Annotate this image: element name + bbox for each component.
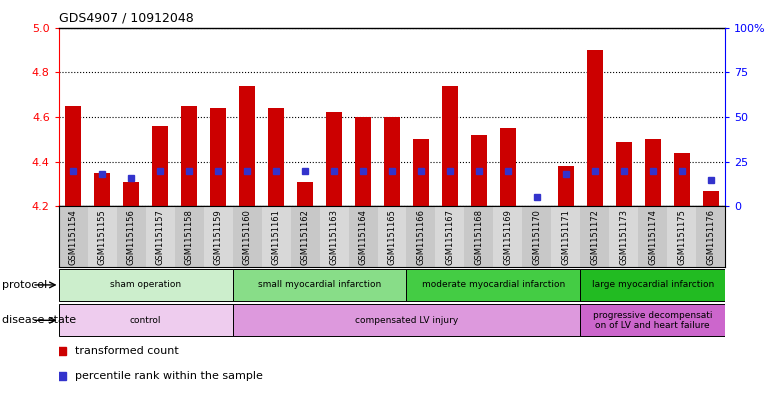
Bar bbox=[406, 206, 435, 267]
Text: GSM1151169: GSM1151169 bbox=[503, 209, 513, 265]
Bar bbox=[471, 135, 487, 206]
Text: moderate myocardial infarction: moderate myocardial infarction bbox=[422, 281, 565, 289]
Bar bbox=[442, 86, 458, 206]
Text: GSM1151155: GSM1151155 bbox=[98, 209, 107, 265]
Bar bbox=[493, 206, 522, 267]
Bar bbox=[696, 206, 725, 267]
Bar bbox=[175, 206, 204, 267]
Bar bbox=[291, 206, 320, 267]
Bar bbox=[297, 182, 313, 206]
Text: GSM1151172: GSM1151172 bbox=[590, 209, 599, 265]
Text: disease state: disease state bbox=[2, 315, 76, 325]
Bar bbox=[94, 173, 111, 206]
Text: compensated LV injury: compensated LV injury bbox=[355, 316, 458, 325]
Bar bbox=[349, 206, 378, 267]
Bar bbox=[384, 117, 400, 206]
Bar bbox=[667, 206, 696, 267]
Bar bbox=[262, 206, 291, 267]
Bar bbox=[580, 304, 725, 336]
Text: GSM1151156: GSM1151156 bbox=[127, 209, 136, 265]
Bar bbox=[233, 304, 580, 336]
Text: GSM1151161: GSM1151161 bbox=[271, 209, 281, 265]
Text: GSM1151163: GSM1151163 bbox=[329, 209, 339, 265]
Bar bbox=[522, 206, 551, 267]
Text: GSM1151176: GSM1151176 bbox=[706, 209, 715, 265]
Bar bbox=[609, 206, 638, 267]
Text: control: control bbox=[130, 316, 162, 325]
Bar bbox=[233, 269, 406, 301]
Bar bbox=[268, 108, 284, 206]
Bar bbox=[378, 206, 406, 267]
Bar bbox=[59, 269, 233, 301]
Bar bbox=[181, 106, 197, 206]
Text: GSM1151175: GSM1151175 bbox=[677, 209, 686, 265]
Bar bbox=[644, 139, 661, 206]
Bar bbox=[464, 206, 493, 267]
Bar bbox=[117, 206, 146, 267]
Bar bbox=[615, 141, 632, 206]
Text: GSM1151154: GSM1151154 bbox=[69, 209, 78, 265]
Text: protocol: protocol bbox=[2, 280, 47, 290]
Bar bbox=[239, 86, 255, 206]
Bar bbox=[355, 117, 371, 206]
Bar bbox=[435, 206, 464, 267]
Bar bbox=[59, 206, 88, 267]
Bar bbox=[673, 152, 690, 206]
Text: GSM1151159: GSM1151159 bbox=[214, 209, 223, 265]
Bar bbox=[233, 206, 262, 267]
Bar bbox=[558, 166, 574, 206]
Bar bbox=[146, 206, 175, 267]
Text: small myocardial infarction: small myocardial infarction bbox=[258, 281, 381, 289]
Text: GSM1151173: GSM1151173 bbox=[619, 209, 628, 265]
Bar bbox=[551, 206, 580, 267]
Text: percentile rank within the sample: percentile rank within the sample bbox=[75, 371, 263, 381]
Bar bbox=[88, 206, 117, 267]
Bar bbox=[123, 182, 140, 206]
Bar bbox=[638, 206, 667, 267]
Bar bbox=[500, 128, 516, 206]
Text: progressive decompensati
on of LV and heart failure: progressive decompensati on of LV and he… bbox=[593, 310, 713, 330]
Bar bbox=[320, 206, 349, 267]
Text: large myocardial infarction: large myocardial infarction bbox=[592, 281, 714, 289]
Bar bbox=[587, 50, 603, 206]
Text: GSM1151167: GSM1151167 bbox=[445, 209, 455, 265]
Bar bbox=[580, 206, 609, 267]
Text: GSM1151158: GSM1151158 bbox=[185, 209, 194, 265]
Bar bbox=[580, 269, 725, 301]
Bar bbox=[210, 108, 226, 206]
Text: GSM1151174: GSM1151174 bbox=[648, 209, 657, 265]
Bar bbox=[204, 206, 233, 267]
Text: sham operation: sham operation bbox=[111, 281, 181, 289]
Text: GSM1151160: GSM1151160 bbox=[242, 209, 252, 265]
Text: GSM1151165: GSM1151165 bbox=[387, 209, 397, 265]
Text: GSM1151166: GSM1151166 bbox=[416, 209, 426, 265]
Bar bbox=[65, 106, 82, 206]
Text: GDS4907 / 10912048: GDS4907 / 10912048 bbox=[59, 12, 194, 25]
Bar bbox=[326, 112, 342, 206]
Bar bbox=[413, 139, 429, 206]
Bar bbox=[59, 304, 233, 336]
Bar bbox=[406, 269, 580, 301]
Text: GSM1151170: GSM1151170 bbox=[532, 209, 542, 265]
Text: GSM1151168: GSM1151168 bbox=[474, 209, 484, 265]
Text: GSM1151164: GSM1151164 bbox=[358, 209, 368, 265]
Bar bbox=[702, 191, 719, 206]
Text: GSM1151157: GSM1151157 bbox=[156, 209, 165, 265]
Bar bbox=[152, 126, 169, 206]
Text: GSM1151162: GSM1151162 bbox=[300, 209, 310, 265]
Text: transformed count: transformed count bbox=[75, 346, 180, 356]
Text: GSM1151171: GSM1151171 bbox=[561, 209, 570, 265]
